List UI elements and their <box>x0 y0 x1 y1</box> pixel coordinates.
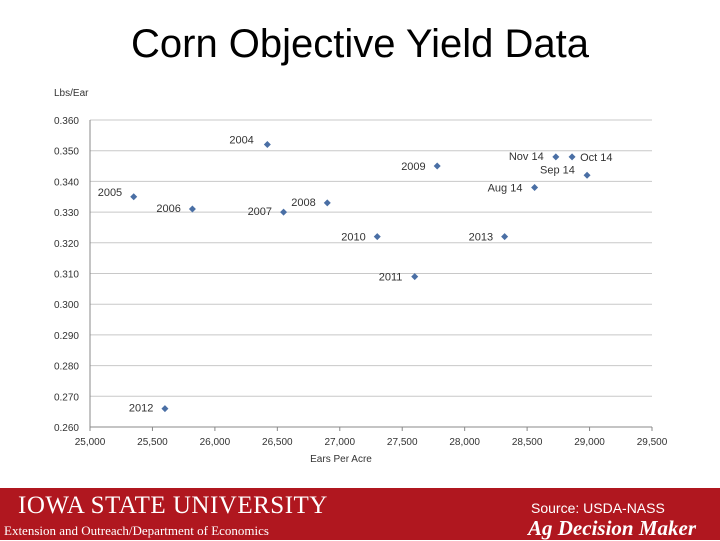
data-point <box>552 153 560 161</box>
point-label: 2007 <box>248 206 272 218</box>
data-point <box>501 233 509 241</box>
x-tick-label: 28,000 <box>449 437 480 448</box>
point-label: 2012 <box>129 403 153 415</box>
university-wordmark: IOWA STATE UNIVERSITY <box>18 492 328 519</box>
y-tick-label: 0.280 <box>54 362 79 373</box>
y-tick-label: 0.360 <box>54 116 79 127</box>
point-label: 2004 <box>229 135 253 147</box>
data-point <box>568 153 576 161</box>
data-point <box>161 405 169 413</box>
x-tick-label: 29,000 <box>574 437 605 448</box>
data-point <box>531 184 539 192</box>
point-label: Nov 14 <box>509 151 544 163</box>
x-tick-label: 27,000 <box>324 437 355 448</box>
source-text: Source: USDA-NASS <box>531 500 665 516</box>
data-point <box>583 171 591 179</box>
x-tick-label: 26,500 <box>262 437 293 448</box>
x-tick-label: 25,500 <box>137 437 168 448</box>
data-point <box>280 208 288 216</box>
x-axis-ticks: 25,000 25,500 26,000 26,500 27,000 27,500 28,0… <box>75 427 668 448</box>
point-label: 2010 <box>341 232 365 244</box>
y-tick-label: 0.330 <box>54 208 79 219</box>
data-point <box>130 193 138 201</box>
data-point <box>188 205 196 213</box>
point-label: 2008 <box>291 197 315 209</box>
grid-lines <box>90 119 652 428</box>
y-tick-label: 0.350 <box>54 147 79 158</box>
data-point <box>323 199 331 207</box>
x-axis-title: Ears Per Acre <box>310 454 372 465</box>
point-label: Oct 14 <box>580 152 612 164</box>
x-tick-label: 25,000 <box>75 437 106 448</box>
point-label: Aug 14 <box>488 183 523 195</box>
point-label: Sep 14 <box>540 164 575 176</box>
slide-title: Corn Objective Yield Data <box>130 22 589 66</box>
point-label: 2006 <box>156 203 180 215</box>
point-label: 2009 <box>401 161 425 173</box>
y-axis-title: Lbs/Ear <box>54 88 89 99</box>
y-axis-ticks: 0.260 0.270 0.280 0.290 0.300 0.310 0.320 0.330… <box>54 116 79 434</box>
data-point <box>373 233 381 241</box>
x-tick-label: 29,500 <box>637 437 668 448</box>
data-point <box>263 141 271 149</box>
x-tick-label: 27,500 <box>387 437 418 448</box>
x-tick-label: 28,500 <box>512 437 543 448</box>
point-labels: 2004 2005 2006 2007 2008 2009 2010 2011 2012 2013… <box>98 135 613 415</box>
ag-decision-maker-logo: Ag Decision Maker <box>528 516 696 540</box>
y-tick-label: 0.290 <box>54 331 79 342</box>
y-tick-label: 0.310 <box>54 270 79 281</box>
data-point <box>411 273 419 281</box>
y-tick-label: 0.320 <box>54 239 79 250</box>
footer-bar: IOWA STATE UNIVERSITY Extension and Outr… <box>0 488 720 540</box>
y-tick-label: 0.340 <box>54 177 79 188</box>
point-label: 2005 <box>98 187 122 199</box>
axes <box>89 120 652 428</box>
x-tick-label: 26,000 <box>200 437 231 448</box>
y-tick-label: 0.260 <box>54 423 79 434</box>
y-tick-label: 0.270 <box>54 392 79 403</box>
point-label: 2013 <box>469 232 493 244</box>
scatter-chart: 0.260 0.270 0.280 0.290 0.300 0.310 0.320 0.330… <box>54 88 668 465</box>
department-text: Extension and Outreach/Department of Eco… <box>4 523 269 538</box>
data-point <box>433 162 441 170</box>
point-label: 2011 <box>379 272 403 284</box>
y-tick-label: 0.300 <box>54 300 79 311</box>
data-points <box>130 141 591 413</box>
